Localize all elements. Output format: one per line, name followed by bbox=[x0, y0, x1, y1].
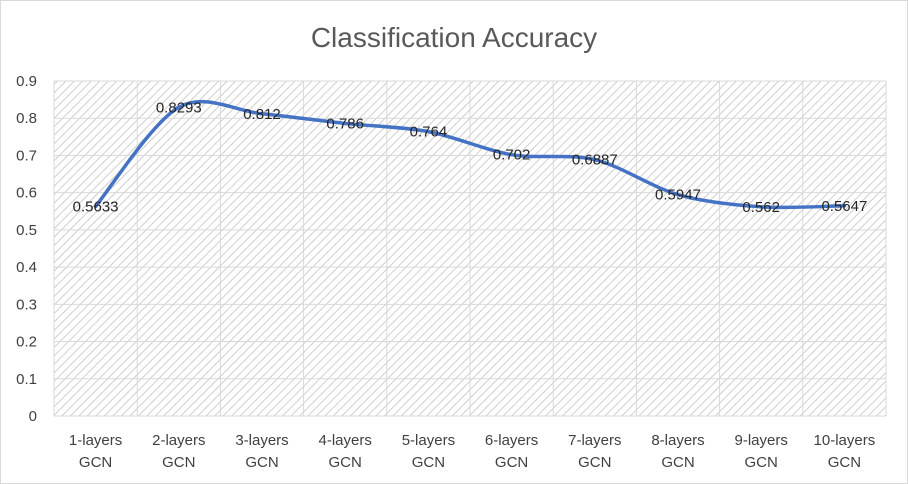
chart-title: Classification Accuracy bbox=[311, 22, 597, 53]
data-label: 0.702 bbox=[493, 147, 531, 164]
y-tick-label: 0.5 bbox=[16, 222, 37, 239]
data-point bbox=[509, 152, 514, 157]
x-category-label: 3-layers GCN bbox=[235, 432, 288, 471]
x-category-label: 7-layers GCN bbox=[568, 432, 621, 471]
data-label: 0.6887 bbox=[572, 152, 618, 169]
y-tick-label: 0.3 bbox=[16, 296, 37, 313]
data-label: 0.764 bbox=[410, 124, 448, 141]
x-category-label: 9-layers GCN bbox=[735, 432, 788, 471]
data-point bbox=[343, 121, 348, 126]
y-tick-label: 0.9 bbox=[16, 73, 37, 90]
y-tick-label: 0 bbox=[29, 408, 37, 425]
data-point bbox=[676, 192, 680, 197]
data-label: 0.786 bbox=[326, 115, 364, 132]
data-point bbox=[593, 157, 597, 162]
data-label: 0.5633 bbox=[73, 198, 119, 215]
x-category-label: 4-layers GCN bbox=[319, 432, 372, 471]
x-axis: 1-layers GCN 2-layers GCN 3-layers GCN 4-layer… bbox=[69, 432, 875, 471]
x-category-label: 10-layers GCN bbox=[814, 432, 876, 471]
y-tick-label: 0.2 bbox=[16, 334, 37, 351]
data-label: 0.8293 bbox=[156, 99, 202, 116]
data-label: 0.5647 bbox=[821, 198, 867, 215]
y-tick-label: 0.1 bbox=[16, 371, 37, 388]
series bbox=[93, 99, 847, 210]
data-label: 0.812 bbox=[243, 106, 281, 123]
y-tick-label: 0.8 bbox=[16, 110, 37, 127]
gridlines bbox=[53, 80, 887, 417]
data-point bbox=[260, 111, 264, 116]
y-tick-label: 0.4 bbox=[16, 259, 37, 276]
y-axis: 0 0.1 0.2 0.3 0.4 0.5 0.6 0.7 0.8 0.9 bbox=[16, 73, 37, 425]
data-point bbox=[842, 204, 847, 208]
x-category-label: 2-layers GCN bbox=[152, 432, 205, 471]
data-point bbox=[93, 204, 98, 209]
data-point bbox=[759, 205, 763, 209]
data-point bbox=[426, 129, 431, 134]
x-category-label: 5-layers GCN bbox=[402, 432, 455, 471]
y-tick-label: 0.7 bbox=[16, 147, 37, 164]
data-label: 0.562 bbox=[742, 199, 780, 216]
y-tick-label: 0.6 bbox=[16, 185, 37, 202]
data-label: 0.5947 bbox=[655, 187, 701, 204]
data-point bbox=[177, 105, 181, 110]
x-category-label: 8-layers GCN bbox=[651, 432, 704, 471]
x-category-label: 1-layers GCN bbox=[69, 432, 122, 471]
x-category-label: 6-layers GCN bbox=[485, 432, 538, 471]
data-labels: 0.5633 0.8293 0.812 0.786 0.764 0.702 0.6887 0.… bbox=[73, 99, 868, 215]
series-line bbox=[93, 99, 847, 210]
